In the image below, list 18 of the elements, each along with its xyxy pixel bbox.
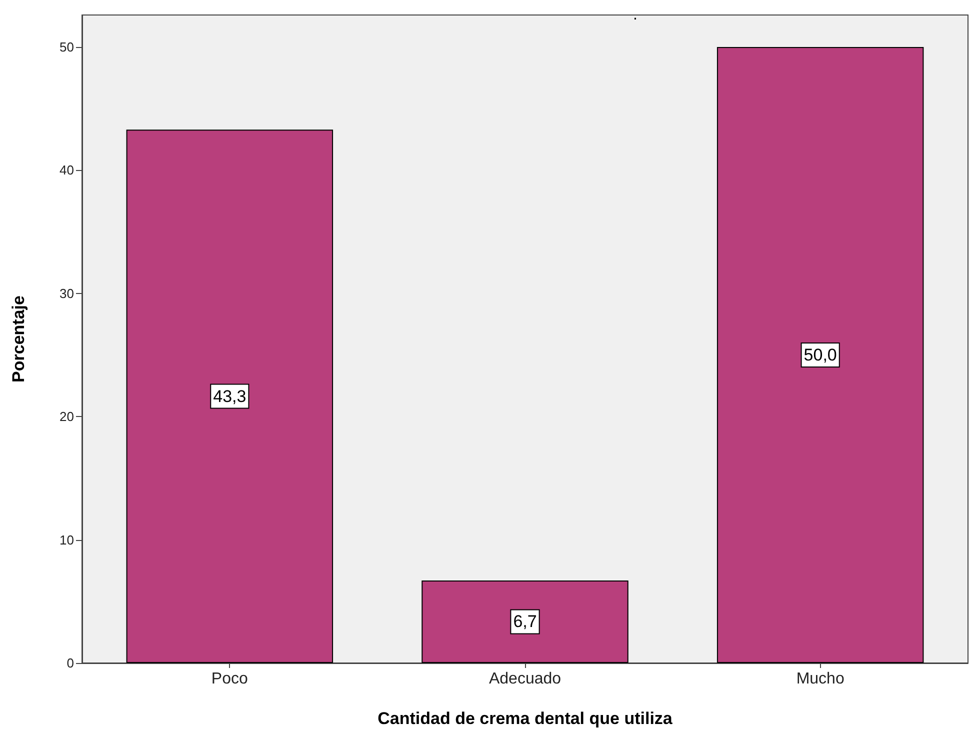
y-tick-label: 50 [60,40,74,55]
data-label: 6,7 [513,612,537,632]
x-tick-label: Poco [211,670,248,688]
x-tick-label: Adecuado [488,670,562,688]
bar [716,47,924,663]
chart-title: . [633,6,638,24]
x-axis-title: Cantidad de crema dental que utiliza [378,709,673,728]
bar [126,130,334,663]
data-label: 43,3 [213,386,246,406]
bar [422,580,628,663]
y-tick-label: 40 [60,162,74,178]
y-tick-label: 0 [66,656,74,670]
y-tick-label: 20 [60,409,74,424]
data-label: 50,0 [804,346,837,365]
y-tick-label: 10 [60,532,74,548]
x-tick-label: Mucho [796,670,844,688]
y-tick-label: 30 [60,286,74,301]
y-axis-title: Porcentaje [9,296,28,382]
